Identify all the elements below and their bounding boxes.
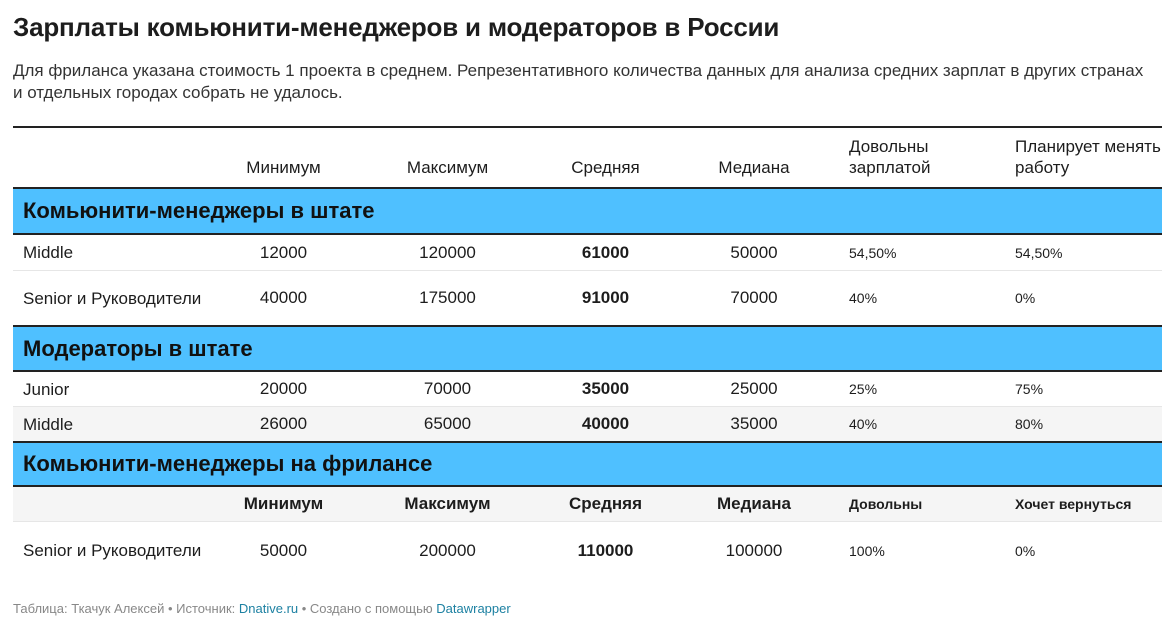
header-avg: Средняя — [571, 158, 640, 177]
header-median: Медиана — [718, 158, 790, 177]
section-header: Комьюнити-менеджеры в штате — [13, 189, 1162, 235]
table-row: Junior 20000 70000 35000 25000 25% 75% — [13, 372, 1162, 407]
footer-prefix: Таблица: Ткачук Алексей • Источник: — [13, 601, 239, 616]
header-plan: Планирует менять работу — [1015, 137, 1161, 177]
cell-avg: 110000 — [577, 540, 634, 560]
cell-max: 175000 — [419, 288, 476, 307]
table-header-row: Минимум Максимум Средняя Медиана Довольн… — [13, 128, 1162, 189]
subheader-max: Максимум — [404, 494, 491, 513]
cell-min: 12000 — [259, 242, 308, 262]
datawrapper-link[interactable]: Datawrapper — [436, 601, 511, 616]
cell-avg: 61000 — [581, 242, 630, 262]
cell-max: 70000 — [423, 379, 472, 398]
table-row: Middle 12000 120000 61000 50000 54,50% 5… — [13, 235, 1162, 271]
cell-max: 65000 — [423, 414, 472, 433]
cell-role: Middle — [23, 414, 74, 434]
footer: Таблица: Ткачук Алексей • Источник: Dnat… — [13, 601, 511, 616]
cell-satisfied: 40% — [849, 290, 878, 306]
table-top-rule — [13, 126, 1162, 128]
subheader-min: Минимум — [243, 494, 324, 513]
cell-satisfied: 40% — [849, 416, 878, 432]
header-satisfied: Довольны зарплатой — [849, 137, 931, 177]
cell-satisfied: 100% — [849, 542, 885, 559]
cell-avg: 40000 — [581, 414, 630, 433]
cell-median: 35000 — [730, 414, 778, 433]
cell-max: 200000 — [419, 540, 476, 560]
cell-plan: 80% — [1015, 416, 1044, 432]
page-title: Зарплаты комьюнити-менеджеров и модерато… — [13, 12, 780, 42]
section-header: Комьюнити-менеджеры на фрилансе — [13, 441, 1162, 487]
section-header: Модераторы в штате — [13, 325, 1162, 372]
cell-avg: 35000 — [581, 379, 630, 398]
section-title: Комьюнити-менеджеры в штате — [23, 198, 375, 223]
cell-role: Senior и Руководители — [23, 541, 202, 560]
cell-role: Senior и Руководители — [23, 288, 202, 308]
cell-role: Middle — [23, 243, 74, 262]
section-title: Модераторы в штате — [23, 335, 253, 361]
subheader-plan: Хочет вернуться — [1015, 496, 1132, 512]
source-link[interactable]: Dnative.ru — [238, 601, 299, 616]
cell-min: 26000 — [259, 414, 308, 433]
cell-plan: 75% — [1015, 381, 1044, 397]
subheader-avg: Средняя — [568, 494, 642, 513]
cell-median: 70000 — [730, 288, 778, 307]
subheader-satisfied: Довольны — [849, 496, 923, 512]
cell-avg: 91000 — [581, 288, 630, 307]
section-title: Комьюнити-менеджеры на фрилансе — [23, 451, 433, 476]
cell-plan: 54,50% — [1015, 244, 1063, 261]
cell-min: 20000 — [259, 379, 308, 398]
table-subheader-row: Минимум Максимум Средняя Медиана Довольн… — [13, 487, 1162, 522]
table-row: Senior и Руководители 40000 175000 91000… — [13, 271, 1162, 325]
cell-plan: 0% — [1015, 542, 1036, 559]
table-row: Middle 26000 65000 40000 35000 40% 80% — [13, 407, 1162, 441]
subheader-median: Медиана — [716, 494, 792, 513]
table-row: Senior и Руководители 50000 200000 11000… — [13, 522, 1162, 579]
header-min: Минимум — [246, 158, 321, 177]
cell-satisfied: 25% — [849, 381, 878, 397]
cropped-top-edge — [0, 0, 1173, 4]
header-max: Максимум — [406, 158, 489, 177]
cell-min: 40000 — [259, 288, 308, 307]
cell-role: Junior — [23, 379, 70, 399]
cell-max: 120000 — [419, 242, 476, 262]
cell-min: 50000 — [259, 540, 308, 560]
cell-median: 25000 — [730, 379, 778, 398]
salary-table: Минимум Максимум Средняя Медиана Довольн… — [13, 126, 1162, 579]
page-subtitle: Для фриланса указана стоимость 1 проекта… — [13, 61, 1144, 102]
cell-median: 50000 — [730, 242, 778, 262]
cell-median: 100000 — [725, 540, 783, 560]
footer-middle: • Создано с помощью — [298, 601, 437, 616]
cell-plan: 0% — [1015, 290, 1036, 306]
cell-satisfied: 54,50% — [849, 244, 897, 261]
